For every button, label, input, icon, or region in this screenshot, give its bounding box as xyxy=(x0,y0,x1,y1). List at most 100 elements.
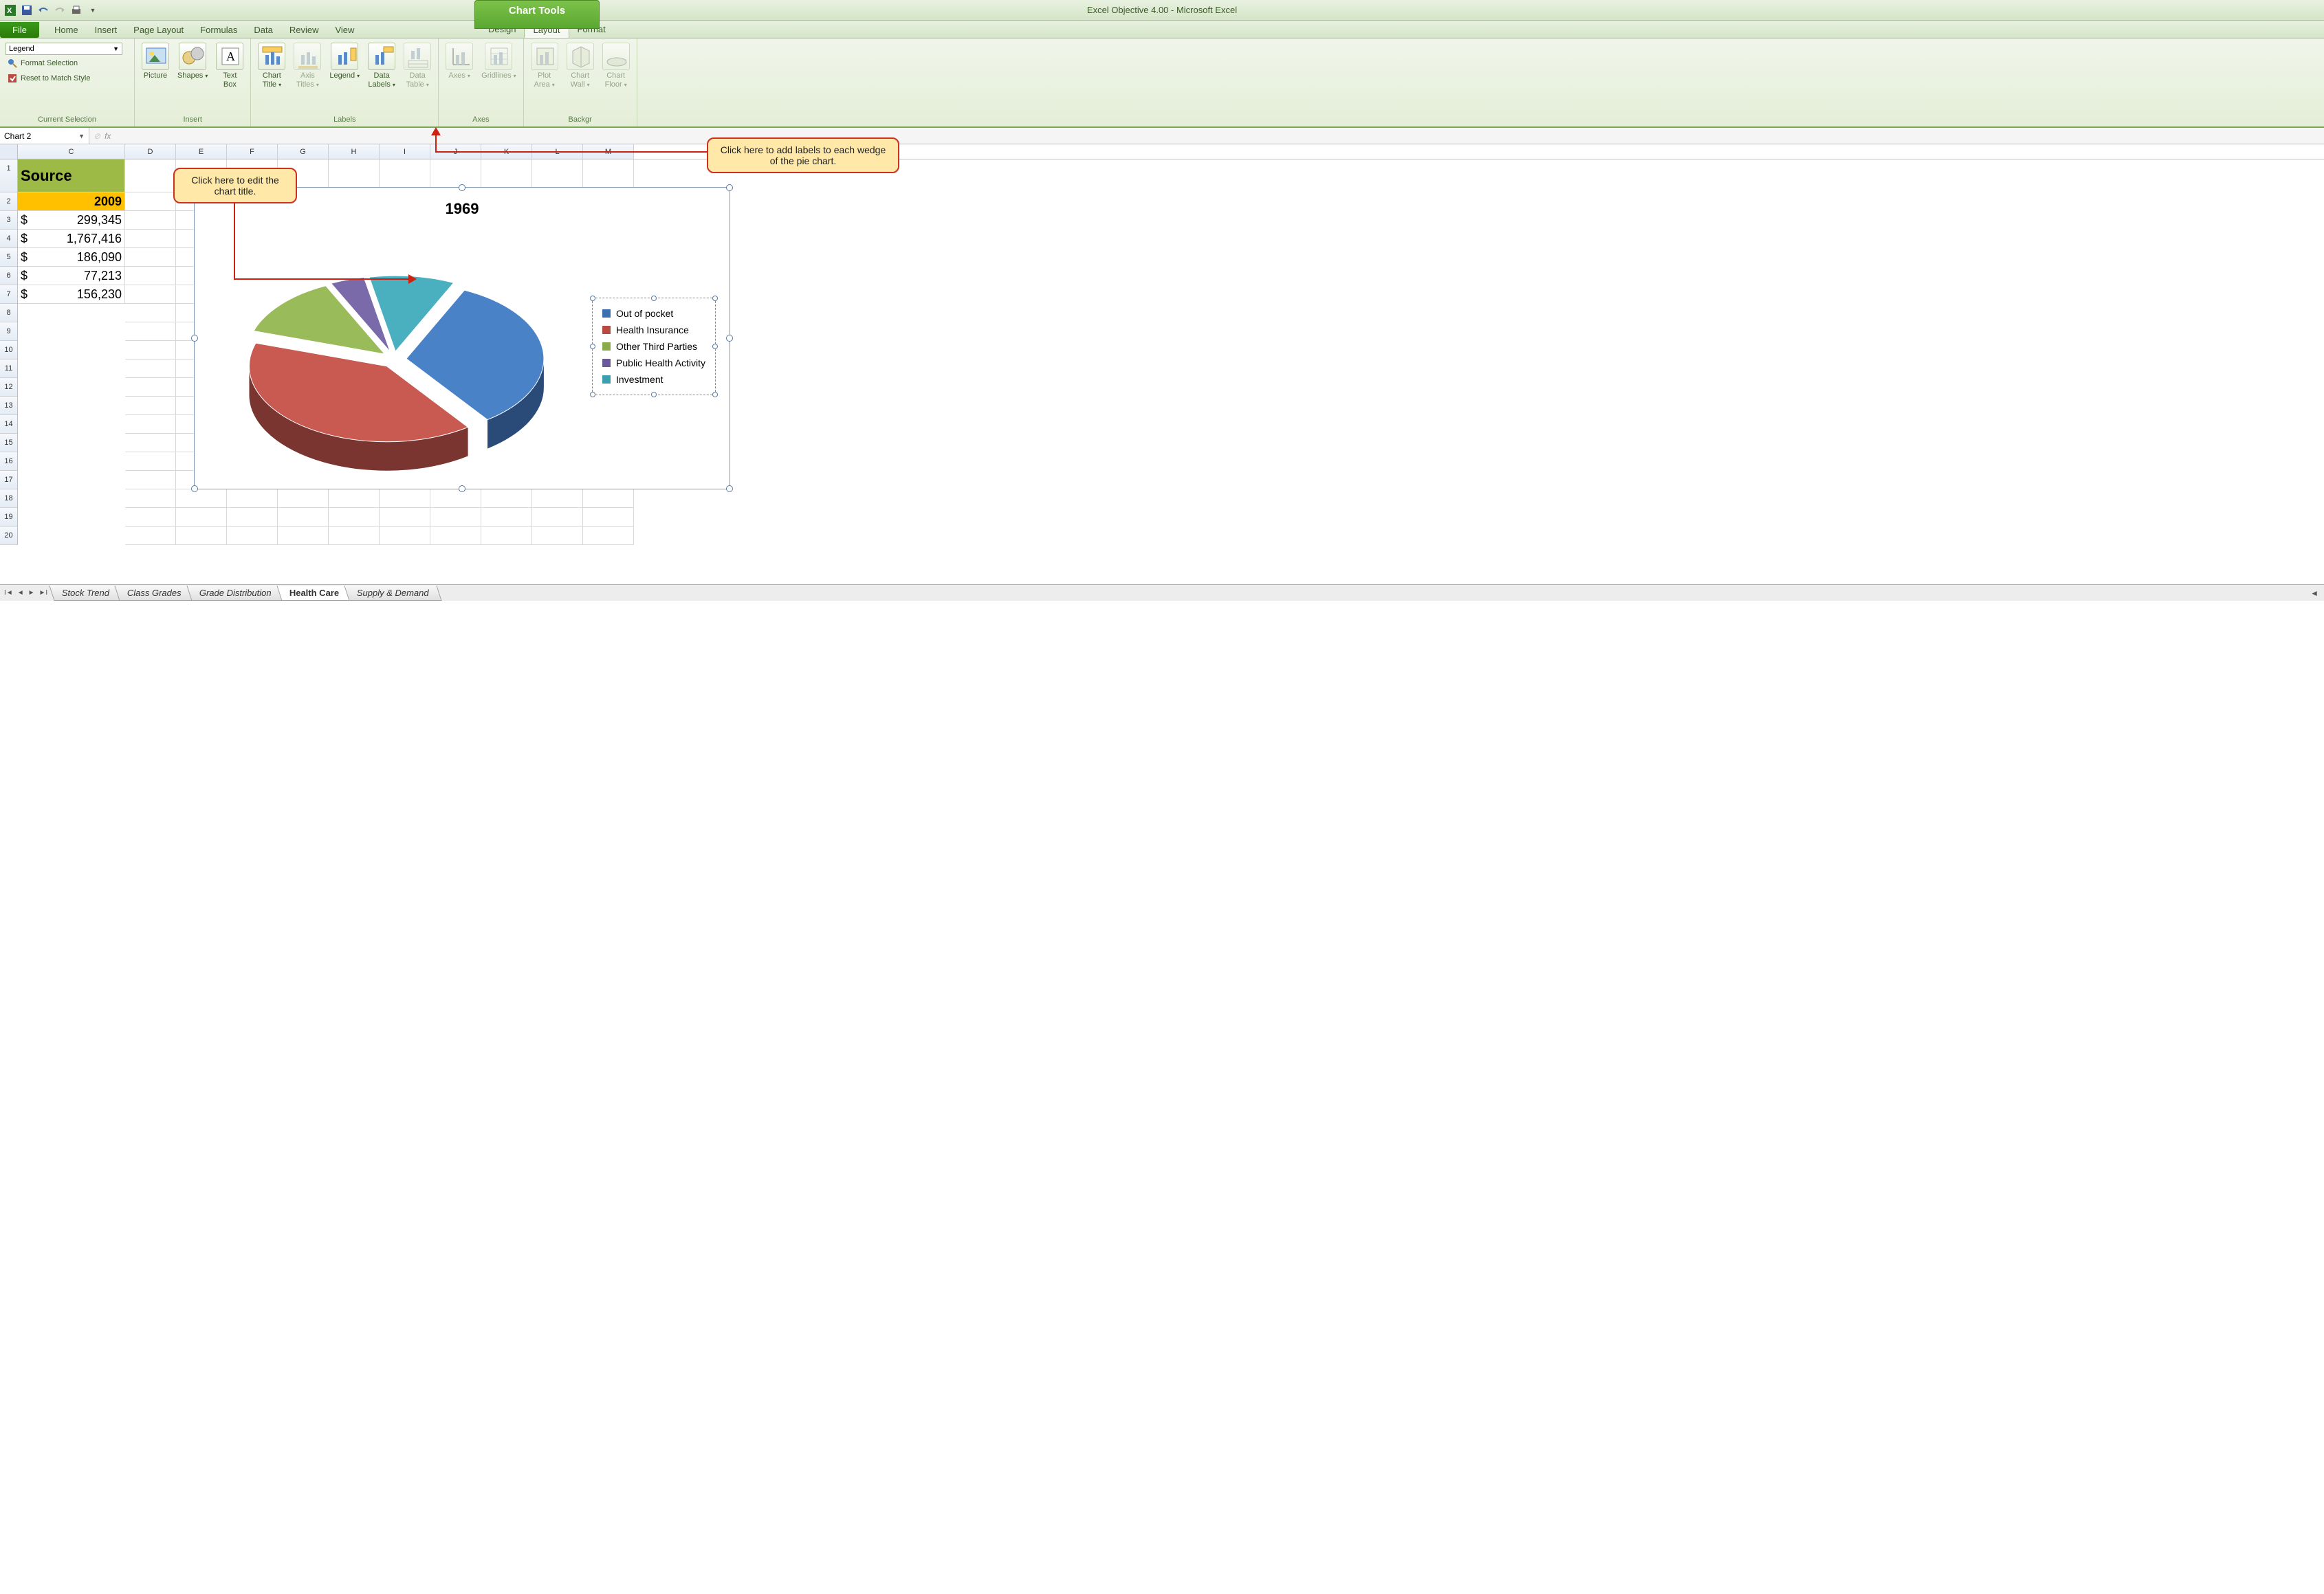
cell-empty[interactable] xyxy=(125,415,176,434)
col-head-H[interactable]: H xyxy=(329,144,380,159)
cell-empty[interactable] xyxy=(125,248,176,267)
pie-chart[interactable] xyxy=(222,229,580,490)
name-box[interactable]: Chart 2 ▼ xyxy=(0,128,89,144)
sheet-tab-class-grades[interactable]: Class Grades xyxy=(115,586,195,601)
shapes-button[interactable]: Shapes ▾ xyxy=(175,41,210,82)
row-head-5[interactable]: 5 xyxy=(0,248,17,267)
row-head-12[interactable]: 12 xyxy=(0,378,17,397)
cell-year[interactable]: 2009 xyxy=(18,192,125,211)
text-box-button[interactable]: ATextBox xyxy=(213,41,246,91)
cell-empty[interactable] xyxy=(176,489,227,508)
cell-empty[interactable] xyxy=(329,489,380,508)
cell-empty[interactable] xyxy=(278,489,329,508)
cell-empty[interactable] xyxy=(430,508,481,527)
row-head-7[interactable]: 7 xyxy=(0,285,17,304)
cell-empty[interactable] xyxy=(380,508,430,527)
legend-item[interactable]: Health Insurance xyxy=(602,322,705,338)
cell-empty[interactable] xyxy=(227,508,278,527)
cell-empty[interactable] xyxy=(430,527,481,545)
col-head-F[interactable]: F xyxy=(227,144,278,159)
nav-first-icon[interactable]: I◄ xyxy=(3,589,14,597)
cell-empty[interactable] xyxy=(125,489,176,508)
col-head-I[interactable]: I xyxy=(380,144,430,159)
chart-title[interactable]: 1969 xyxy=(446,200,479,218)
reset-style-button[interactable]: Reset to Match Style xyxy=(6,71,129,85)
col-head-D[interactable]: D xyxy=(125,144,176,159)
qat-dropdown-icon[interactable]: ▼ xyxy=(85,3,100,18)
cell-empty[interactable] xyxy=(227,527,278,545)
cell-empty[interactable] xyxy=(125,452,176,471)
row-head-17[interactable]: 17 xyxy=(0,471,17,489)
cell-empty[interactable] xyxy=(125,434,176,452)
scroll-left-icon[interactable]: ◄ xyxy=(2305,588,2324,598)
legend-item[interactable]: Other Third Parties xyxy=(602,338,705,355)
cell-value-1[interactable]: $1,767,416 xyxy=(18,230,125,248)
undo-icon[interactable] xyxy=(36,3,51,18)
data-labels-button[interactable]: DataLabels ▾ xyxy=(365,41,398,91)
row-head-14[interactable]: 14 xyxy=(0,415,17,434)
cell-empty[interactable] xyxy=(125,304,176,322)
legend-item[interactable]: Public Health Activity xyxy=(602,355,705,371)
col-head-G[interactable]: G xyxy=(278,144,329,159)
save-icon[interactable] xyxy=(19,3,34,18)
formula-area[interactable]: ⊘ fx xyxy=(89,131,115,141)
col-head-E[interactable]: E xyxy=(176,144,227,159)
cell-empty[interactable] xyxy=(380,527,430,545)
cell-empty[interactable] xyxy=(278,508,329,527)
excel-icon[interactable]: X xyxy=(3,3,18,18)
sheet-tab-supply-demand[interactable]: Supply & Demand xyxy=(344,586,442,601)
tab-review[interactable]: Review xyxy=(281,22,327,38)
tab-formulas[interactable]: Formulas xyxy=(192,22,245,38)
row-head-4[interactable]: 4 xyxy=(0,230,17,248)
cell-empty[interactable] xyxy=(532,527,583,545)
row-head-19[interactable]: 19 xyxy=(0,508,17,527)
cell-empty[interactable] xyxy=(583,489,634,508)
legend-button[interactable]: Legend ▾ xyxy=(327,41,362,82)
redo-icon[interactable] xyxy=(52,3,67,18)
row-head-16[interactable]: 16 xyxy=(0,452,17,471)
row-head-3[interactable]: 3 xyxy=(0,211,17,230)
row-head-11[interactable]: 11 xyxy=(0,359,17,378)
nav-prev-icon[interactable]: ◄ xyxy=(16,589,25,597)
legend-item[interactable]: Investment xyxy=(602,371,705,388)
sheet-tab-stock-trend[interactable]: Stock Trend xyxy=(50,586,122,601)
cell-value-2[interactable]: $186,090 xyxy=(18,248,125,267)
cell-empty[interactable] xyxy=(481,527,532,545)
cell-empty[interactable] xyxy=(481,508,532,527)
row-head-15[interactable]: 15 xyxy=(0,434,17,452)
row-head-2[interactable]: 2 xyxy=(0,192,17,211)
cell-empty[interactable] xyxy=(125,322,176,341)
cell-empty[interactable] xyxy=(125,341,176,359)
cell-empty[interactable] xyxy=(125,230,176,248)
chart-legend[interactable]: Out of pocketHealth InsuranceOther Third… xyxy=(592,298,716,395)
cell-empty[interactable] xyxy=(176,508,227,527)
cell-empty[interactable] xyxy=(380,489,430,508)
cell-empty[interactable] xyxy=(583,527,634,545)
cell-empty[interactable] xyxy=(125,159,176,192)
nav-last-icon[interactable]: ►I xyxy=(38,589,50,597)
tab-insert[interactable]: Insert xyxy=(87,22,126,38)
cell-empty[interactable] xyxy=(125,267,176,285)
chart-element-selector[interactable]: Legend ▼ xyxy=(6,43,122,55)
tab-home[interactable]: Home xyxy=(46,22,87,38)
cell-source-header[interactable]: Source xyxy=(18,159,125,192)
cell-empty[interactable] xyxy=(176,527,227,545)
row-head-18[interactable]: 18 xyxy=(0,489,17,508)
chart-object[interactable]: 1969 Out of pocketHealth InsuranceOther … xyxy=(194,187,730,489)
row-head-6[interactable]: 6 xyxy=(0,267,17,285)
cell-value-0[interactable]: $299,345 xyxy=(18,211,125,230)
print-icon[interactable] xyxy=(69,3,84,18)
cell-empty[interactable] xyxy=(125,359,176,378)
cell-empty[interactable] xyxy=(278,527,329,545)
cell-empty[interactable] xyxy=(481,489,532,508)
legend-item[interactable]: Out of pocket xyxy=(602,305,705,322)
tab-data[interactable]: Data xyxy=(245,22,281,38)
cell-empty[interactable] xyxy=(329,527,380,545)
cell-value-4[interactable]: $156,230 xyxy=(18,285,125,304)
row-head-8[interactable]: 8 xyxy=(0,304,17,322)
sheet-tab-health-care[interactable]: Health Care xyxy=(276,586,351,601)
cell-empty[interactable] xyxy=(227,489,278,508)
cell-empty[interactable] xyxy=(532,508,583,527)
sheet-tab-grade-distribution[interactable]: Grade Distribution xyxy=(186,586,284,601)
format-selection-button[interactable]: Format Selection xyxy=(6,56,129,70)
